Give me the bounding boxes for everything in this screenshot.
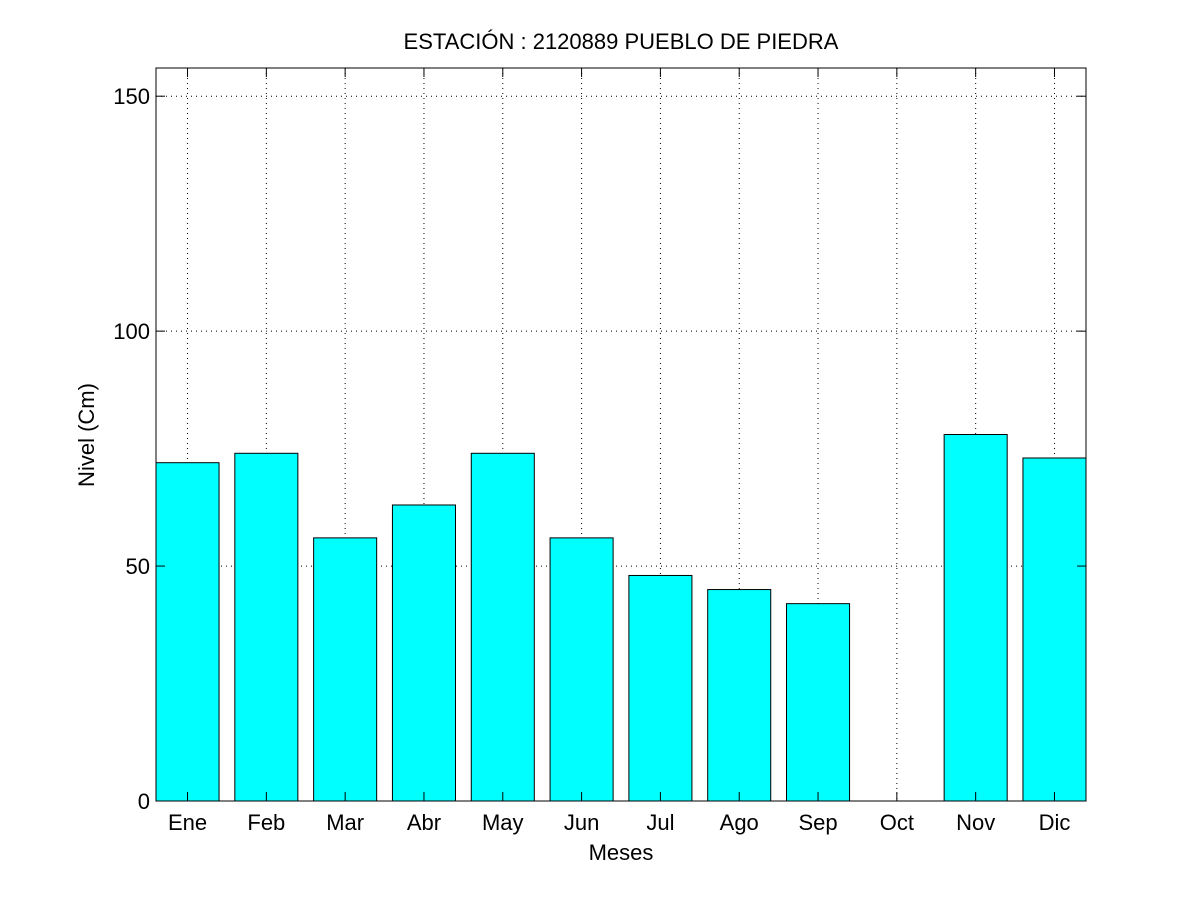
x-tick-label: May <box>482 810 524 835</box>
x-tick-label: Ago <box>720 810 759 835</box>
x-tick-label: Ene <box>168 810 207 835</box>
x-tick-label: Abr <box>407 810 441 835</box>
bar-jul <box>628 574 693 802</box>
x-axis-title: Meses <box>589 840 654 865</box>
x-tick-labels: Ene Feb Mar Abr May Jun Jul Ago Sep Oct Nov Dic <box>168 810 1070 835</box>
x-tick-label: Mar <box>326 810 364 835</box>
x-tick-label: Jul <box>646 810 674 835</box>
x-tick-label: Jun <box>564 810 599 835</box>
bars <box>155 434 1087 802</box>
bar-dic <box>1022 457 1087 802</box>
bar-abr <box>391 504 456 802</box>
x-tick-label: Feb <box>247 810 285 835</box>
x-tick-label: Nov <box>956 810 995 835</box>
x-tick-label: Sep <box>798 810 837 835</box>
y-tick-label: 150 <box>113 84 150 109</box>
x-tick-label: Oct <box>880 810 914 835</box>
bar-jun <box>549 537 614 802</box>
bar-may <box>470 452 535 802</box>
tick-marks <box>156 68 1086 802</box>
y-tick-label: 100 <box>113 319 150 344</box>
bar-nov <box>943 434 1008 802</box>
y-tick-label: 50 <box>126 554 150 579</box>
axes-frame <box>155 67 1087 802</box>
y-axis-title: Nivel (Cm) <box>74 383 99 487</box>
y-tick-labels: 0 50 100 150 <box>113 84 150 814</box>
bar-feb <box>234 452 299 802</box>
x-tick-label: Dic <box>1039 810 1071 835</box>
y-tick-label: 0 <box>138 789 150 814</box>
bar-mar <box>313 537 378 802</box>
chart-title: ESTACIÓN : 2120889 PUEBLO DE PIEDRA <box>404 29 839 54</box>
bar-ago <box>707 589 772 802</box>
bar-ene <box>155 462 220 802</box>
bar-sep <box>786 603 851 802</box>
